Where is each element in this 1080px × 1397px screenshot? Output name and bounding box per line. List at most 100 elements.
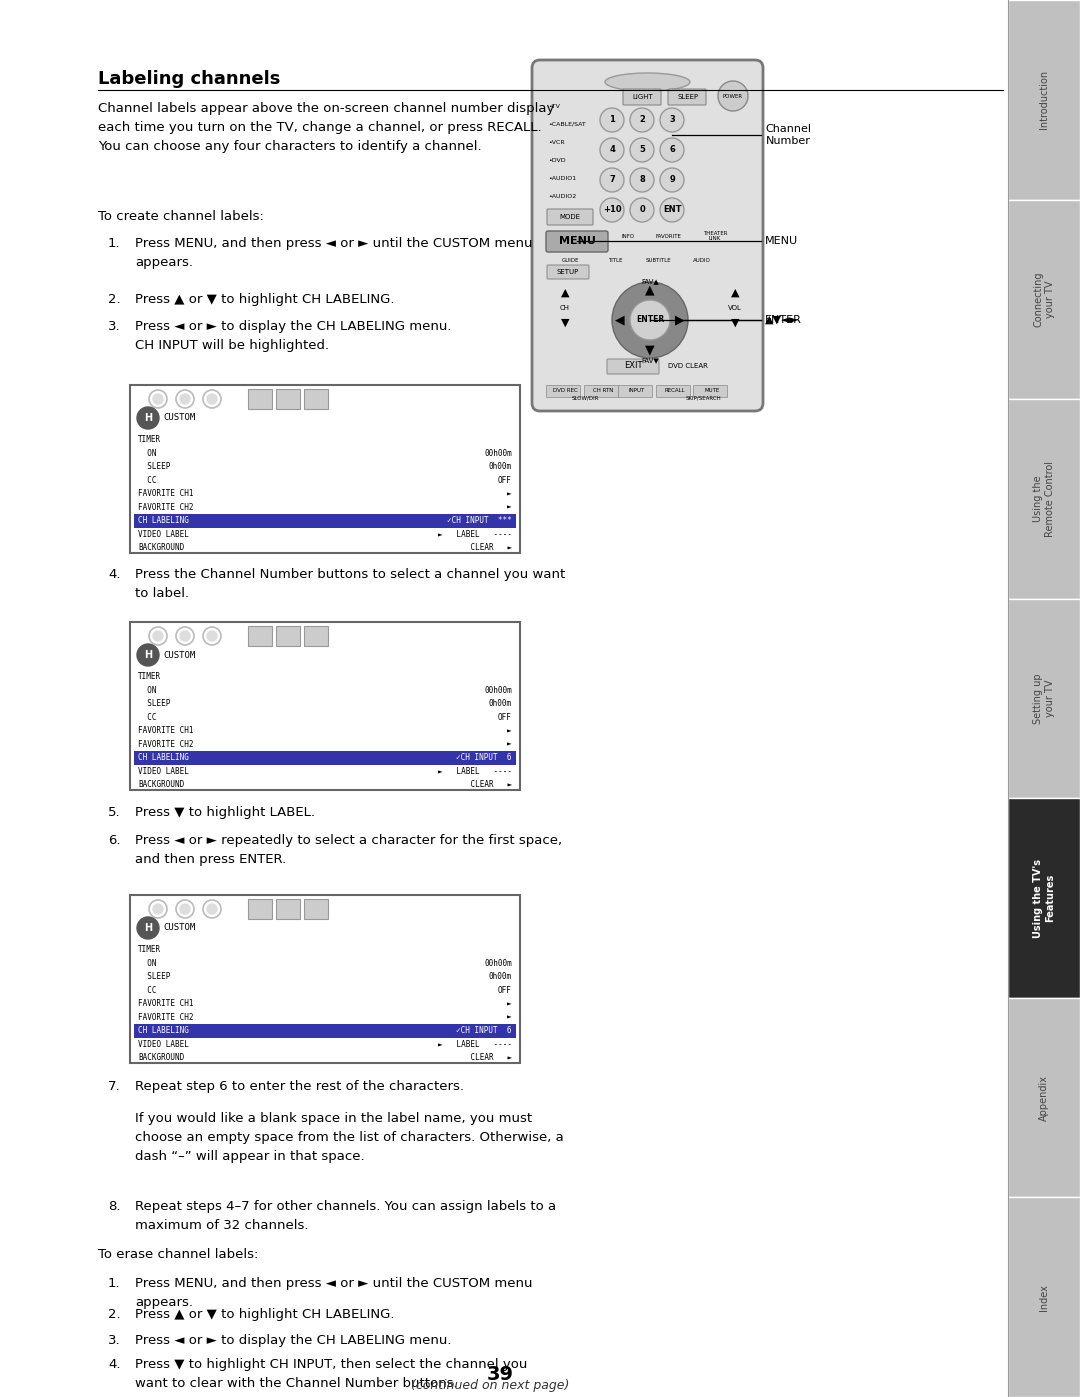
- Bar: [303, 900, 328, 919]
- Text: VIDEO LABEL: VIDEO LABEL: [138, 529, 189, 539]
- Circle shape: [137, 407, 159, 429]
- Text: ►: ►: [508, 740, 512, 749]
- Text: ►   LABEL   ----: ► LABEL ----: [438, 1039, 512, 1049]
- Text: 1: 1: [609, 116, 615, 124]
- Text: INPUT: INPUT: [629, 388, 645, 394]
- Circle shape: [137, 916, 159, 939]
- Text: 4: 4: [609, 145, 615, 155]
- Text: OFF: OFF: [498, 476, 512, 485]
- FancyBboxPatch shape: [657, 386, 690, 398]
- Text: MUTE: MUTE: [704, 388, 719, 394]
- Bar: [276, 388, 300, 409]
- Text: CH LABELING: CH LABELING: [138, 753, 189, 763]
- Text: H: H: [144, 650, 152, 659]
- Text: Labeling channels: Labeling channels: [98, 70, 281, 88]
- Bar: [276, 900, 300, 919]
- Text: 6.: 6.: [108, 834, 121, 847]
- Text: TIMER: TIMER: [138, 672, 161, 682]
- Circle shape: [660, 108, 684, 131]
- Text: CC: CC: [138, 712, 157, 722]
- Text: ►: ►: [508, 726, 512, 735]
- Text: If you would like a blank space in the label name, you must
choose an empty spac: If you would like a blank space in the l…: [135, 1112, 564, 1162]
- Text: RECALL: RECALL: [664, 388, 686, 394]
- Text: ▲: ▲: [645, 284, 654, 296]
- Circle shape: [600, 138, 624, 162]
- Circle shape: [660, 138, 684, 162]
- Bar: [1008, 798, 1080, 997]
- Text: •AUDIO1: •AUDIO1: [548, 176, 576, 180]
- Circle shape: [137, 644, 159, 666]
- Text: SUBTITLE: SUBTITLE: [645, 257, 671, 263]
- Text: 0h00m: 0h00m: [489, 462, 512, 471]
- Text: Repeat steps 4–7 for other channels. You can assign labels to a
maximum of 32 ch: Repeat steps 4–7 for other channels. You…: [135, 1200, 556, 1232]
- Text: H: H: [144, 414, 152, 423]
- Text: 39: 39: [486, 1365, 513, 1384]
- Text: 7.: 7.: [108, 1080, 121, 1092]
- Text: MODE: MODE: [559, 214, 581, 219]
- Text: FAVORITE CH1: FAVORITE CH1: [138, 489, 193, 499]
- Circle shape: [153, 394, 163, 404]
- Text: EXIT: EXIT: [624, 362, 643, 370]
- Circle shape: [180, 394, 190, 404]
- Text: CH LABELING: CH LABELING: [138, 1027, 189, 1035]
- Circle shape: [600, 168, 624, 191]
- Text: Press ▼ to highlight CH INPUT, then select the channel you
want to clear with th: Press ▼ to highlight CH INPUT, then sele…: [135, 1358, 527, 1390]
- Text: CLEAR   ►: CLEAR ►: [451, 781, 512, 789]
- Text: GUIDE: GUIDE: [562, 257, 579, 263]
- Text: TITLE: TITLE: [608, 257, 622, 263]
- Text: Channel labels appear above the on-screen channel number display
each time you t: Channel labels appear above the on-scree…: [98, 102, 554, 154]
- Text: Press ◄ or ► to display the CH LABELING menu.
CH INPUT will be highlighted.: Press ◄ or ► to display the CH LABELING …: [135, 320, 451, 352]
- Text: CC: CC: [138, 986, 157, 995]
- Text: CLEAR   ►: CLEAR ►: [451, 1053, 512, 1062]
- Circle shape: [600, 198, 624, 222]
- Bar: [1008, 1197, 1080, 1397]
- Text: SKIP/SEARCH: SKIP/SEARCH: [685, 395, 720, 401]
- Text: ►: ►: [508, 1013, 512, 1021]
- Text: DVD REC: DVD REC: [553, 388, 578, 394]
- FancyBboxPatch shape: [607, 359, 659, 374]
- Bar: [1008, 200, 1080, 400]
- FancyBboxPatch shape: [532, 60, 762, 411]
- Text: CC: CC: [138, 476, 157, 485]
- Circle shape: [180, 631, 190, 641]
- Text: THEATER
LINK: THEATER LINK: [703, 231, 727, 242]
- Text: 0h00m: 0h00m: [489, 972, 512, 981]
- Circle shape: [612, 282, 688, 358]
- Text: Press ▲ or ▼ to highlight CH LABELING.: Press ▲ or ▼ to highlight CH LABELING.: [135, 293, 394, 306]
- Circle shape: [718, 81, 748, 110]
- Text: BACKGROUND: BACKGROUND: [138, 1053, 185, 1062]
- Bar: [303, 388, 328, 409]
- Text: Setting up
your TV: Setting up your TV: [1034, 673, 1055, 724]
- Text: 6: 6: [670, 145, 675, 155]
- Text: Using the TV's
Features: Using the TV's Features: [1034, 859, 1055, 937]
- Circle shape: [630, 138, 654, 162]
- Bar: [134, 752, 516, 764]
- Text: Using the
Remote Control: Using the Remote Control: [1034, 461, 1055, 536]
- Text: ENTER: ENTER: [765, 314, 801, 326]
- Circle shape: [180, 904, 190, 914]
- Text: BACKGROUND: BACKGROUND: [138, 543, 185, 552]
- Text: ENT: ENT: [663, 205, 681, 215]
- Circle shape: [153, 631, 163, 641]
- FancyBboxPatch shape: [669, 89, 706, 105]
- Text: FAV▲: FAV▲: [642, 278, 659, 284]
- Text: ►   LABEL   ----: ► LABEL ----: [438, 767, 512, 775]
- Bar: [130, 386, 519, 553]
- Circle shape: [660, 198, 684, 222]
- Text: CUSTOM: CUSTOM: [163, 923, 195, 933]
- Text: VOL: VOL: [728, 305, 742, 312]
- FancyBboxPatch shape: [546, 386, 581, 398]
- Text: Index: Index: [1039, 1284, 1049, 1310]
- FancyBboxPatch shape: [546, 210, 593, 225]
- Text: FAVORITE CH1: FAVORITE CH1: [138, 999, 193, 1009]
- Bar: [134, 1024, 516, 1038]
- Text: 0: 0: [639, 205, 645, 215]
- Text: ▲: ▲: [561, 288, 569, 298]
- Text: ✓CH INPUT  6: ✓CH INPUT 6: [457, 1027, 512, 1035]
- Circle shape: [630, 198, 654, 222]
- Text: 8: 8: [639, 176, 645, 184]
- Circle shape: [660, 168, 684, 191]
- Text: ON: ON: [138, 686, 157, 694]
- Circle shape: [207, 394, 217, 404]
- Text: •CABLE/SAT: •CABLE/SAT: [548, 122, 585, 127]
